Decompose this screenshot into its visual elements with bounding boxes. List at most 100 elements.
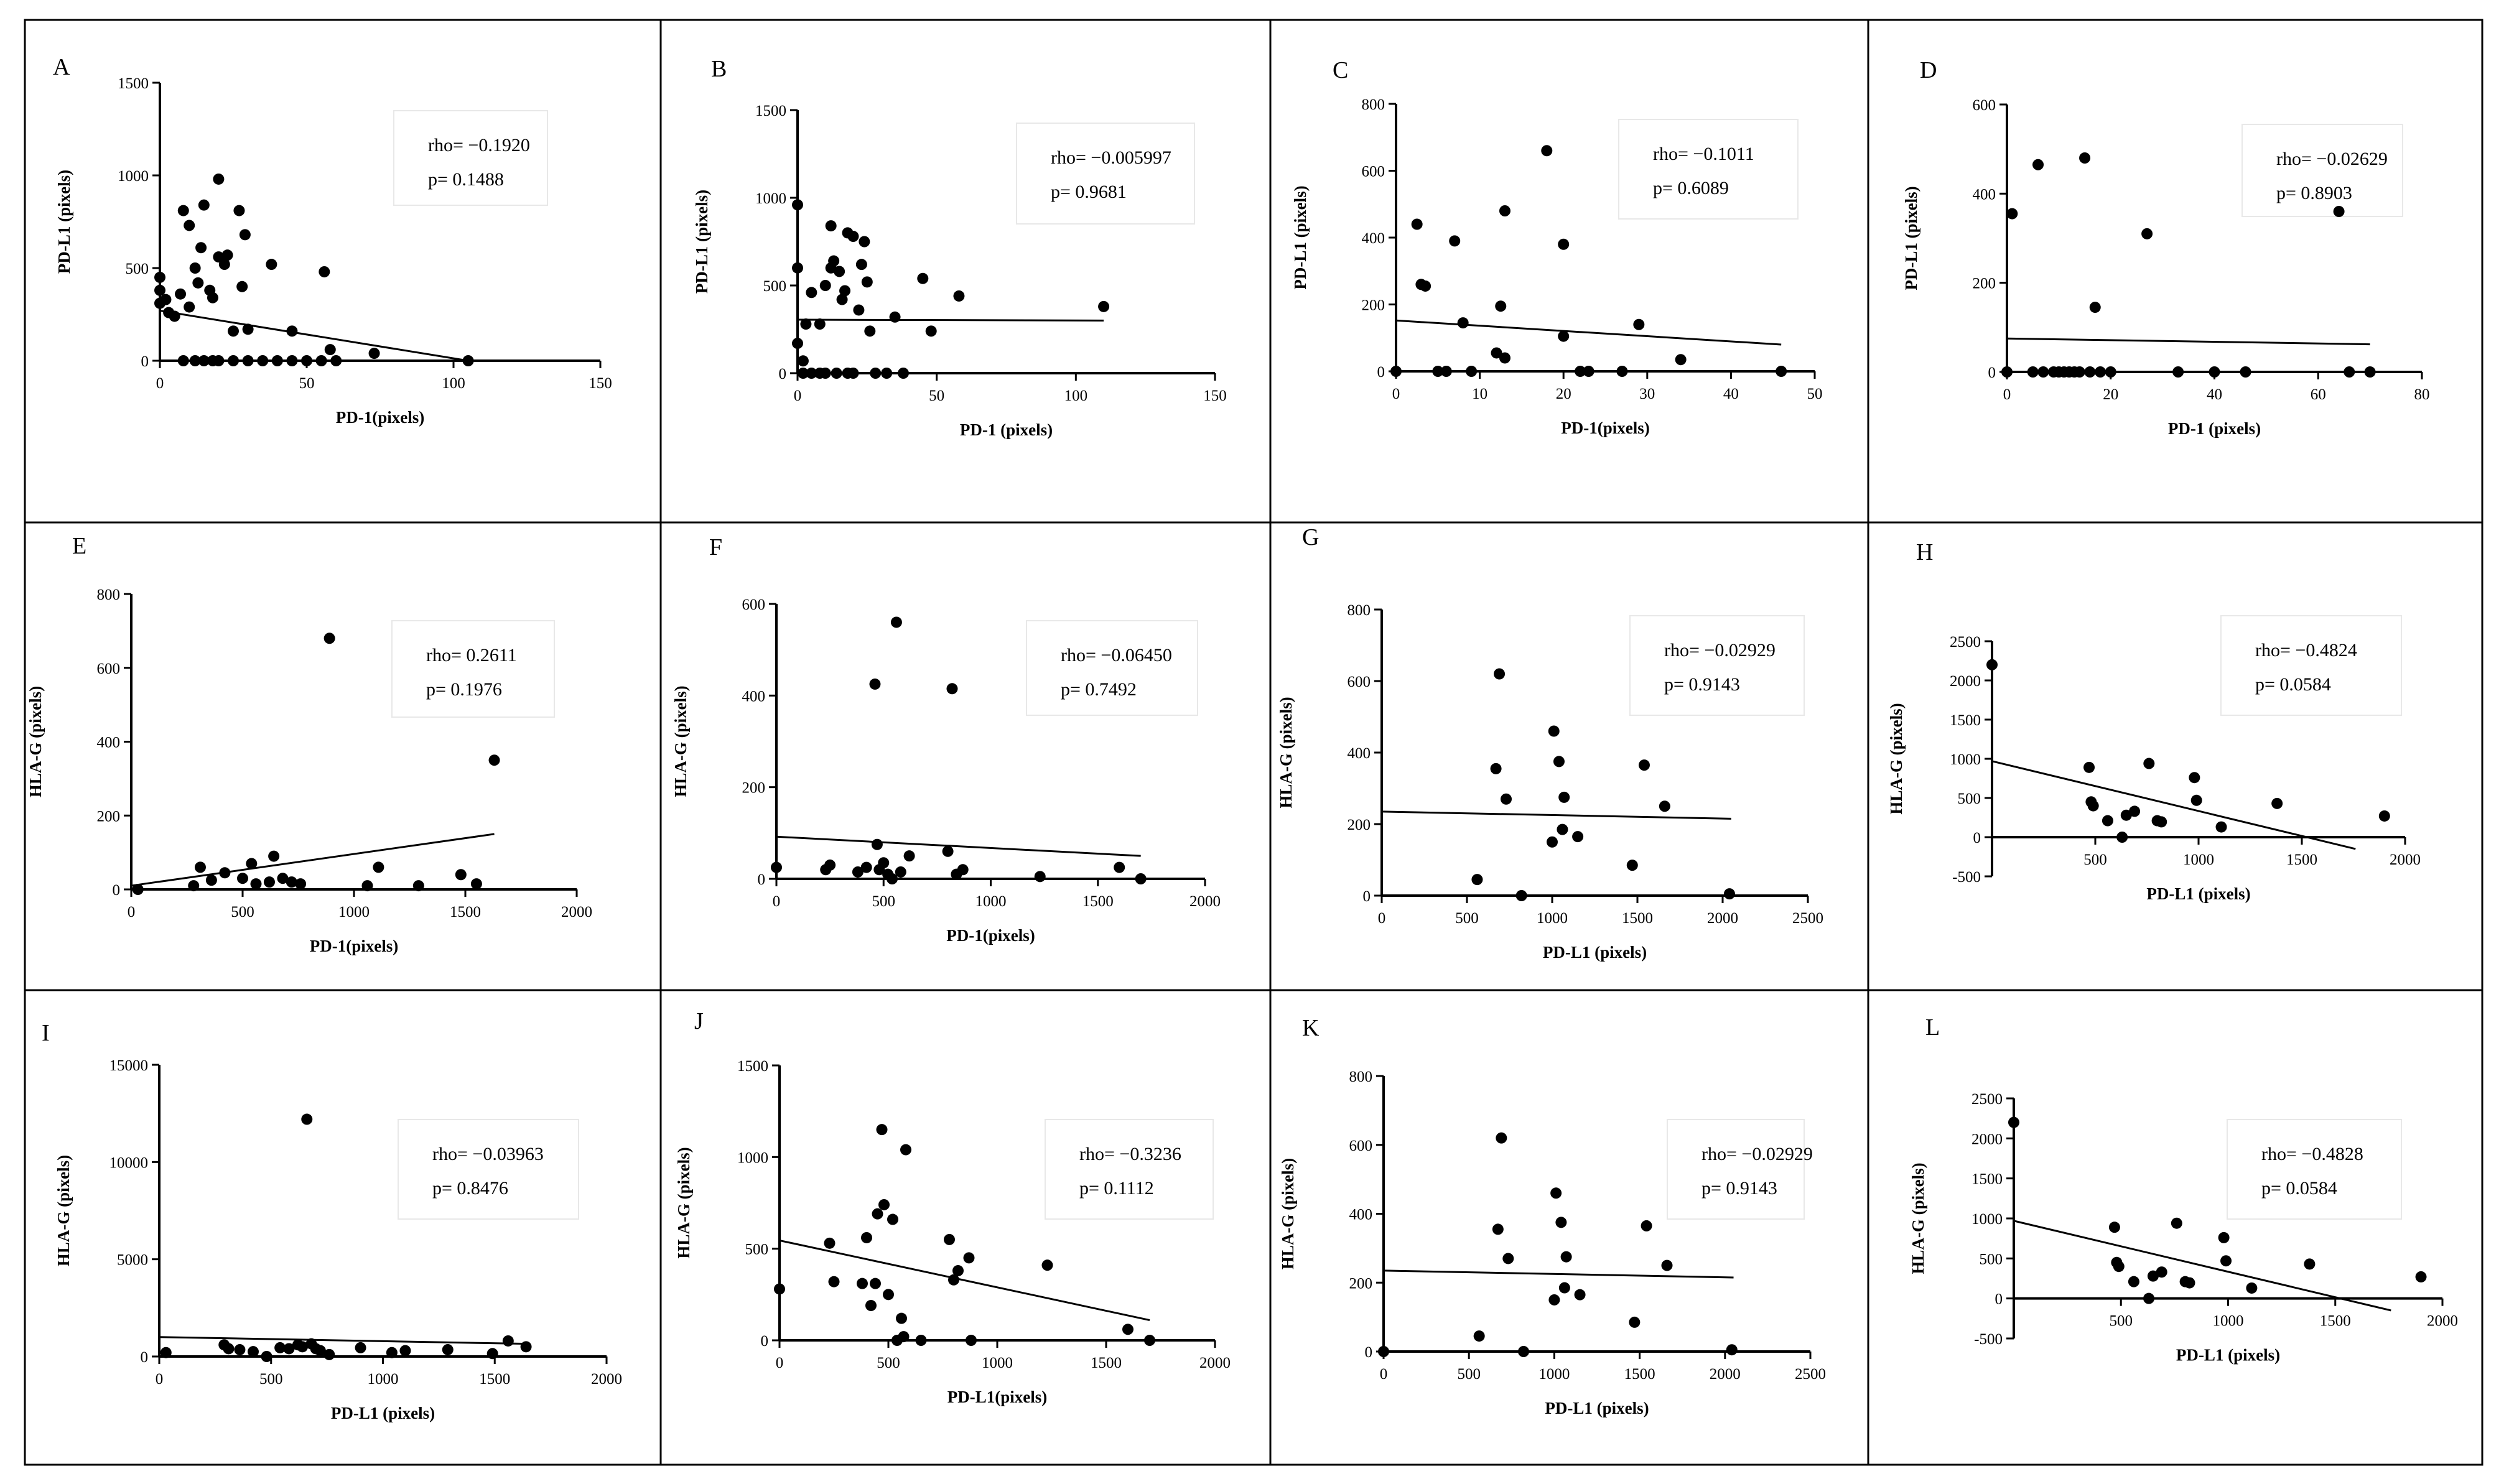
x-tick-label: 1500 <box>1091 1355 1122 1371</box>
data-point <box>953 290 965 302</box>
rho-label: rho= −0.1011 <box>1653 144 1754 164</box>
data-point <box>869 678 881 690</box>
data-point <box>250 878 262 890</box>
data-point <box>944 1233 955 1245</box>
data-point <box>502 1335 514 1347</box>
x-tick-label: 500 <box>2110 1313 2133 1330</box>
data-point <box>870 368 882 379</box>
data-point <box>900 1144 911 1156</box>
x-tick-label: 2000 <box>1189 893 1221 910</box>
data-point <box>839 285 851 297</box>
data-point <box>1114 861 1125 873</box>
data-point <box>861 276 873 288</box>
data-point <box>442 1344 454 1356</box>
x-tick-label: 0 <box>1378 910 1386 927</box>
data-point <box>1723 888 1735 900</box>
x-tick-label: 1000 <box>2183 851 2214 868</box>
data-point <box>169 310 180 322</box>
y-tick-label: 1000 <box>118 168 149 185</box>
data-point <box>219 867 231 879</box>
y-tick-label: 200 <box>1348 817 1371 833</box>
data-point <box>2378 810 2390 822</box>
x-tick-label: 1500 <box>1622 910 1653 927</box>
data-point <box>834 266 845 277</box>
y-tick-label: -500 <box>1974 1331 2003 1348</box>
data-point <box>207 292 218 304</box>
data-point <box>236 281 248 292</box>
panel-label: F <box>709 534 722 560</box>
panel-label: D <box>1920 57 1937 83</box>
data-point <box>237 873 248 884</box>
y-tick-label: 500 <box>763 278 787 295</box>
data-point <box>925 325 937 337</box>
y-tick-label: 600 <box>1973 97 1996 114</box>
data-point <box>898 1331 910 1343</box>
data-point <box>2108 1222 2120 1233</box>
data-point <box>462 355 474 366</box>
data-point <box>2271 797 2283 809</box>
y-tick-label: 0 <box>1988 364 1996 381</box>
y-tick-label: 0 <box>1973 830 1981 846</box>
data-point <box>1616 366 1628 377</box>
y-tick-label: 0 <box>761 1333 769 1350</box>
x-tick-label: 100 <box>442 375 465 392</box>
regression-line <box>1383 1269 1734 1279</box>
y-tick-label: 500 <box>1958 791 1981 807</box>
y-axis-title: PD-L1 (pixels) <box>1902 186 1920 290</box>
y-tick-label: 1500 <box>737 1058 768 1075</box>
data-point <box>218 259 230 271</box>
x-tick-label: 50 <box>299 375 315 392</box>
data-point <box>1638 759 1650 771</box>
data-point <box>1548 1294 1560 1305</box>
x-tick-label: 500 <box>231 904 254 921</box>
data-point <box>1098 300 1110 312</box>
data-point <box>966 1335 977 1346</box>
data-point <box>896 1312 907 1324</box>
x-axis-title: PD-L1 (pixels) <box>2176 1346 2280 1365</box>
panel-label: B <box>711 56 727 82</box>
x-tick-label: 2000 <box>591 1371 622 1388</box>
x-tick-label: 2000 <box>561 904 592 921</box>
x-axis-title: PD-L1(pixels) <box>947 1388 1047 1406</box>
data-point <box>2141 228 2153 239</box>
y-tick-label: -500 <box>1952 869 1981 886</box>
data-point <box>847 231 859 243</box>
stats-box <box>1026 620 1198 716</box>
data-point <box>865 1300 877 1312</box>
y-tick-label: 400 <box>97 735 121 751</box>
x-tick-label: 1000 <box>1537 910 1568 927</box>
y-tick-label: 0 <box>779 366 787 383</box>
y-tick-label: 200 <box>742 780 766 797</box>
data-point <box>242 323 254 335</box>
data-point <box>1515 890 1527 901</box>
y-tick-label: 2000 <box>1971 1131 2003 1148</box>
data-point <box>1390 366 1402 377</box>
data-point <box>297 1341 309 1353</box>
panel-label: K <box>1302 1015 1320 1041</box>
data-point <box>857 1278 868 1289</box>
data-point <box>852 866 863 878</box>
data-point <box>872 1208 883 1220</box>
data-point <box>198 199 210 211</box>
data-point <box>239 229 251 241</box>
data-point <box>223 1343 235 1355</box>
data-point <box>903 850 915 862</box>
data-point <box>1558 1282 1570 1294</box>
y-tick-label: 5000 <box>117 1252 148 1269</box>
data-point <box>2190 794 2202 806</box>
rho-label: rho= −0.005997 <box>1051 147 1171 168</box>
y-tick-label: 1000 <box>1950 751 1981 768</box>
data-point <box>2129 805 2141 817</box>
data-point <box>1492 1223 1504 1235</box>
data-point <box>942 845 954 857</box>
data-point <box>1449 235 1461 247</box>
data-point <box>2147 1270 2159 1282</box>
x-tick-label: 2000 <box>1199 1355 1231 1371</box>
data-point <box>1378 1346 1389 1357</box>
x-axis-title: PD-1 (pixels) <box>2168 419 2261 438</box>
panel-label: I <box>42 1020 50 1046</box>
regression-line <box>159 310 468 362</box>
data-point <box>355 1342 366 1353</box>
rho-label: rho= −0.1920 <box>428 135 530 155</box>
